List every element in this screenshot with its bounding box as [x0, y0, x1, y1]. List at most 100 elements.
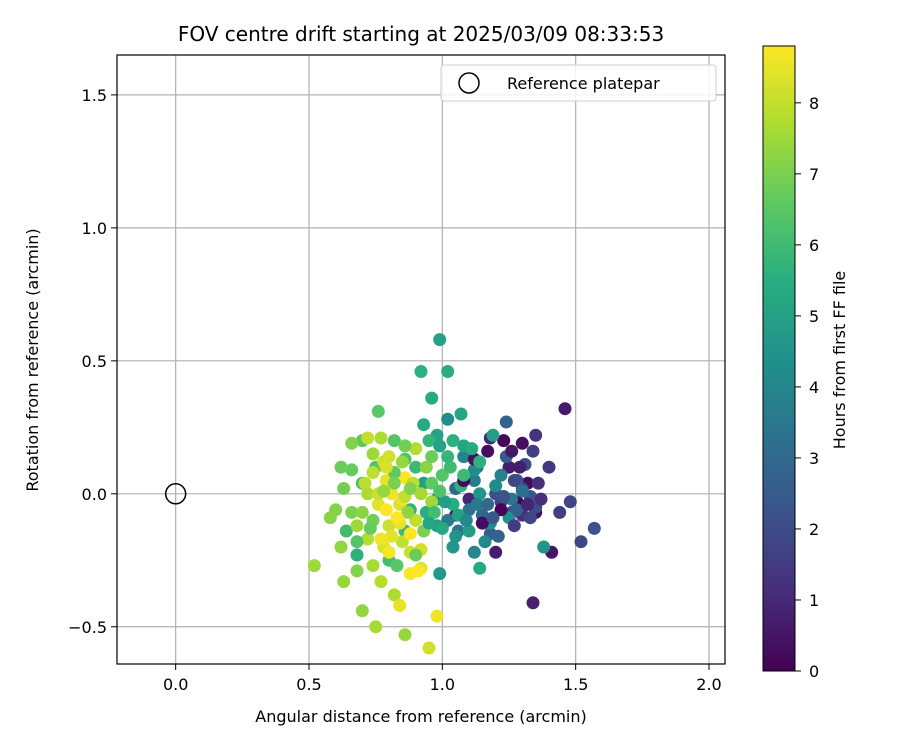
y-tick-label: −0.5 — [68, 618, 107, 637]
scatter-point — [401, 505, 415, 519]
scatter-point — [433, 567, 447, 581]
scatter-point — [507, 519, 521, 533]
scatter-point — [355, 604, 369, 618]
scatter-point — [473, 455, 487, 469]
scatter-point — [462, 524, 476, 538]
scatter-point — [395, 455, 409, 469]
scatter-point — [345, 436, 359, 450]
scatter-point — [526, 444, 540, 458]
scatter-point — [441, 412, 455, 426]
scatter-point — [374, 431, 388, 445]
colorbar-gradient — [762, 45, 796, 672]
colorbar-tick-label: 2 — [809, 520, 819, 539]
scatter-point — [345, 505, 359, 519]
scatter-point — [377, 484, 391, 498]
scatter-point — [537, 540, 551, 554]
scatter-point — [425, 391, 439, 405]
scatter-point — [403, 482, 417, 495]
scatter-point — [419, 460, 433, 474]
colorbar-label: Hours from first FF file — [830, 271, 849, 450]
scatter-point — [497, 434, 511, 448]
scatter-point — [422, 641, 436, 655]
scatter-point — [339, 524, 353, 538]
scatter-point — [355, 505, 369, 519]
y-tick-label: 1.0 — [82, 219, 107, 238]
scatter-point — [433, 333, 447, 347]
scatter-point — [409, 513, 423, 527]
scatter-point — [515, 436, 529, 450]
scatter-point — [478, 535, 492, 549]
scatter-point — [334, 460, 348, 474]
scatter-point — [395, 535, 409, 549]
scatter-point — [446, 434, 460, 448]
scatter-point — [494, 468, 508, 482]
scatter-point — [457, 450, 471, 464]
scatter-point — [334, 540, 348, 554]
x-axis-label: Angular distance from reference (arcmin) — [255, 707, 586, 726]
scatter-point — [441, 365, 455, 378]
scatter-point — [374, 532, 388, 546]
legend-box — [440, 64, 717, 102]
scatter-point — [363, 521, 377, 535]
scatter-point — [425, 450, 439, 464]
scatter-point — [337, 575, 351, 589]
scatter-point — [382, 519, 396, 533]
scatter-point — [307, 559, 321, 573]
scatter-point — [558, 402, 572, 416]
scatter-point — [438, 495, 452, 509]
legend-entry-reference-platepar: Reference platepar — [507, 74, 660, 93]
scatter-point — [470, 497, 484, 511]
scatter-point — [435, 521, 449, 535]
scatter-point — [475, 516, 489, 530]
scatter-point — [379, 460, 393, 474]
scatter-point — [574, 535, 588, 549]
colorbar-tick-label: 7 — [809, 165, 819, 184]
x-axis-ticks: 0.0 0.5 1.0 1.5 2.0 — [163, 664, 722, 694]
scatter-point — [497, 490, 511, 503]
data-points — [307, 333, 601, 655]
colorbar-tick-label: 6 — [809, 236, 819, 255]
x-tick-label: 1.0 — [430, 675, 455, 694]
scatter-point — [491, 529, 505, 543]
y-axis-label: Rotation from reference (arcmin) — [23, 228, 42, 491]
scatter-point — [486, 511, 500, 525]
scatter-point — [481, 497, 495, 511]
scatter-point — [361, 487, 375, 501]
scatter-point — [409, 460, 423, 474]
scatter-point — [526, 596, 540, 610]
reference-marker — [164, 483, 187, 505]
scatter-point — [425, 495, 439, 509]
y-axis-ticks: −0.5 0.0 0.5 1.0 1.5 — [68, 86, 117, 637]
scatter-point — [427, 505, 441, 519]
scatter-point — [507, 474, 521, 487]
scatter-point — [454, 407, 468, 421]
scatter-point — [417, 418, 431, 432]
scatter-point — [467, 545, 481, 559]
scatter-point — [531, 476, 545, 490]
scatter-point — [542, 460, 556, 474]
scatter-point — [409, 548, 423, 562]
scatter-point — [443, 460, 457, 474]
scatter-point — [425, 476, 439, 490]
scatter-point — [422, 434, 436, 448]
scatter-point — [350, 535, 364, 549]
scatter-point — [430, 609, 444, 623]
scatter-point — [563, 495, 577, 509]
y-tick-label: 0.0 — [82, 485, 107, 504]
scatter-point — [403, 527, 417, 541]
scatter-point — [414, 487, 428, 501]
scatter-point — [521, 497, 535, 511]
scatter-point — [385, 529, 399, 543]
scatter-point — [515, 484, 529, 498]
x-tick-label: 0.0 — [163, 675, 188, 694]
scatter-point — [529, 428, 543, 442]
scatter-point — [382, 545, 396, 559]
x-tick-label: 2.0 — [696, 675, 721, 694]
scatter-point — [422, 516, 436, 530]
scatter-point — [510, 503, 524, 517]
scatter-point — [345, 463, 359, 477]
scatter-point — [473, 487, 487, 501]
colorbar-tick-label: 5 — [809, 307, 819, 326]
scatter-point — [481, 444, 495, 458]
scatter-point — [382, 450, 396, 464]
